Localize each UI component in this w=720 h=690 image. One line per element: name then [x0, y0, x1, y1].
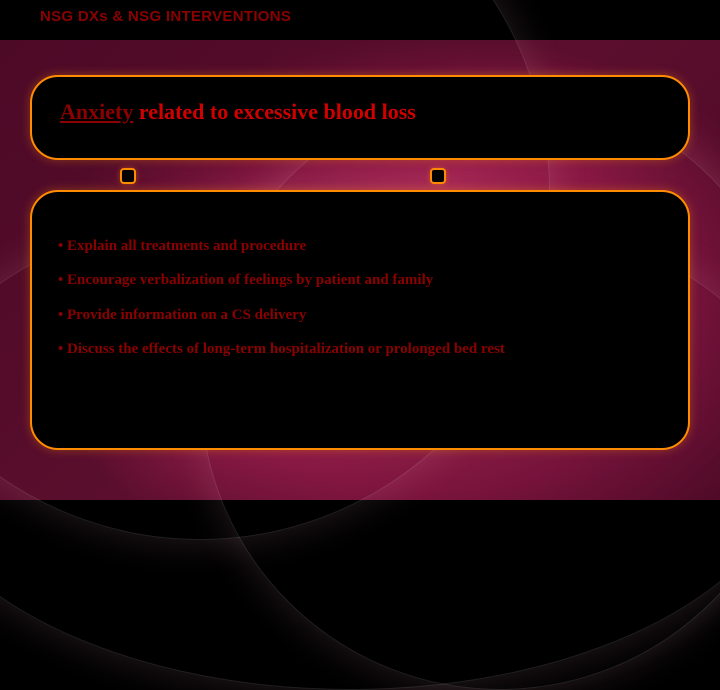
interventions-box: Explain all treatments and procedure Enc… — [30, 190, 690, 450]
diagnosis-rest: related to excessive blood loss — [133, 99, 416, 124]
diagnosis-keyword: Anxiety — [60, 99, 133, 124]
slide-header: NSG DXs & NSG INTERVENTIONS — [40, 8, 291, 25]
intervention-item: Provide information on a CS delivery — [58, 305, 662, 325]
diagnosis-box: Anxiety related to excessive blood loss — [30, 75, 690, 160]
diagnosis-title: Anxiety related to excessive blood loss — [60, 99, 660, 125]
connector-box — [430, 168, 446, 184]
intervention-item: Explain all treatments and procedure — [58, 236, 662, 256]
intervention-item: Discuss the effects of long-term hospita… — [58, 339, 662, 359]
connector-box — [120, 168, 136, 184]
intervention-item: Encourage verbalization of feelings by p… — [58, 270, 662, 290]
